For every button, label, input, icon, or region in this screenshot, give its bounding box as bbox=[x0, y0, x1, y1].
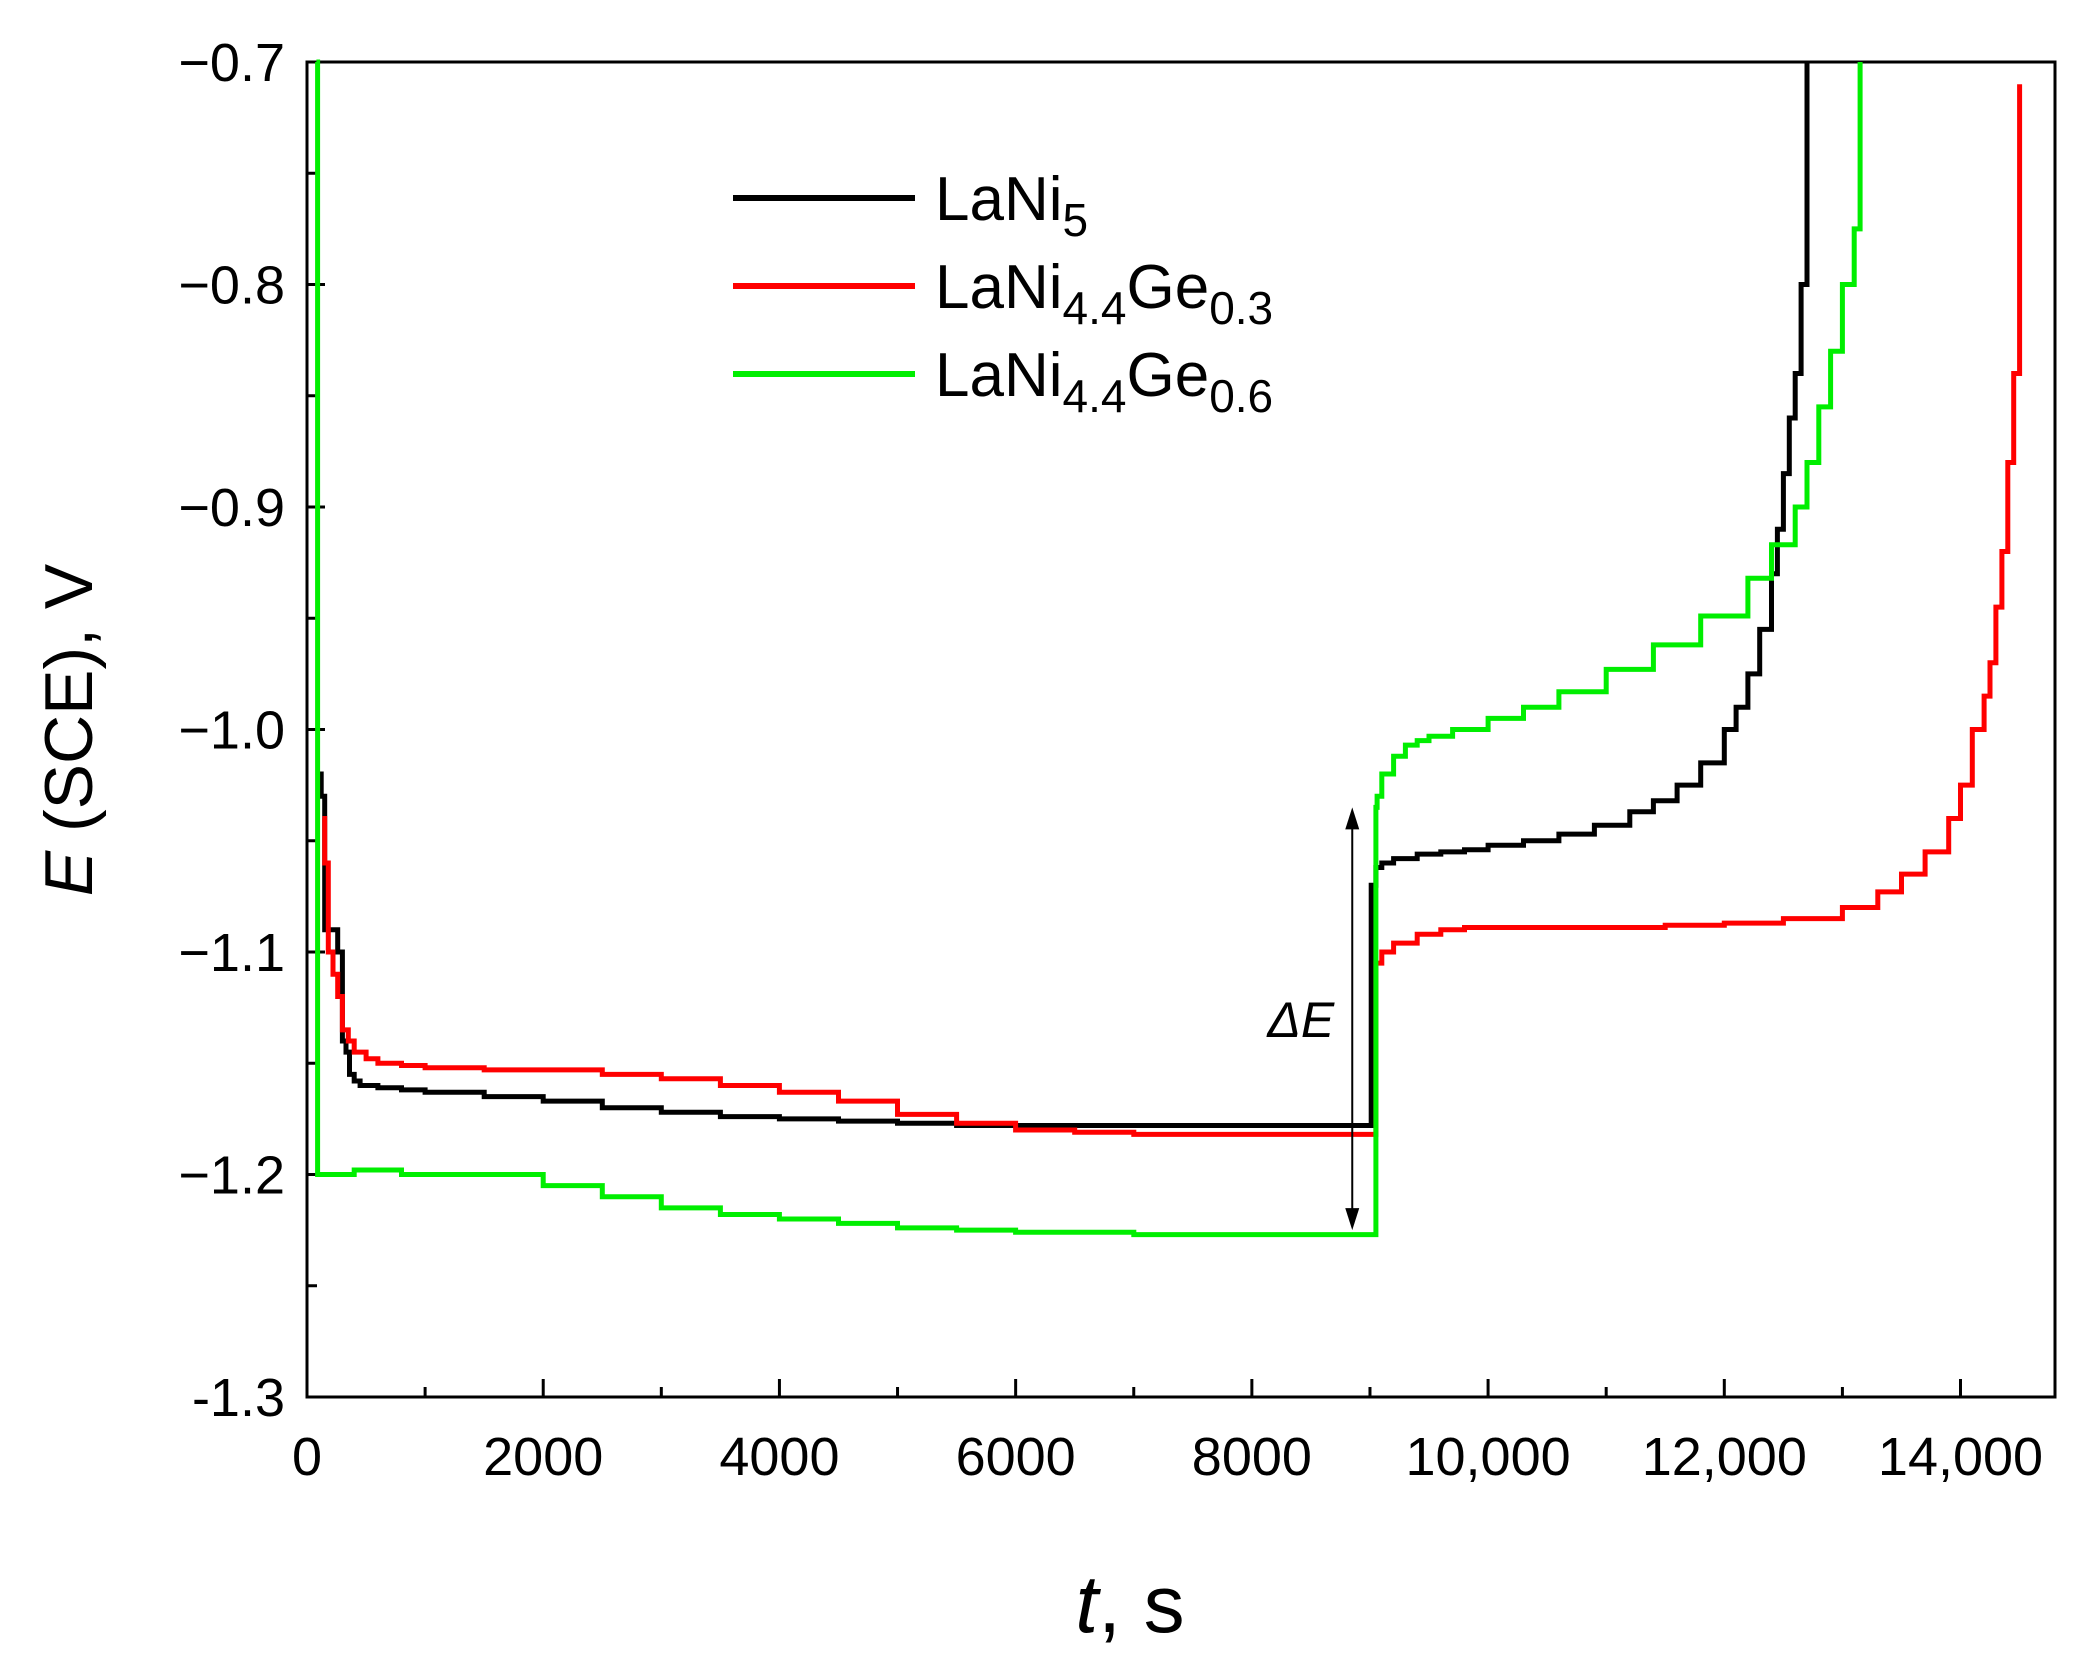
legend-label-subscript: 0.3 bbox=[1209, 282, 1273, 334]
legend-label-subscript: 0.6 bbox=[1209, 370, 1273, 422]
legend-label: LaNi4.4Ge0.3 bbox=[935, 253, 1273, 334]
legend-label-element: Ge bbox=[1126, 341, 1209, 410]
legend-label-subscript: 5 bbox=[1063, 194, 1089, 246]
x-tick-label: 14,000 bbox=[1878, 1427, 2043, 1487]
x-axis-title-italic: t bbox=[1075, 1559, 1101, 1650]
y-tick-label: −0.7 bbox=[178, 33, 285, 93]
series-line-lani4-4ge0-3 bbox=[322, 84, 2023, 1137]
y-tick-label: -1.3 bbox=[192, 1368, 285, 1428]
y-axis-title-italic: E bbox=[31, 850, 107, 896]
delta-e-arrow-head-top bbox=[1345, 807, 1360, 830]
legend-label-main: LaNi bbox=[935, 253, 1063, 322]
x-tick-label: 0 bbox=[292, 1427, 322, 1487]
y-tick-label: −0.8 bbox=[178, 256, 285, 316]
y-tick-label: −0.9 bbox=[178, 478, 285, 538]
y-tick-label: −1.2 bbox=[178, 1146, 285, 1206]
legend-label-main: LaNi bbox=[935, 341, 1063, 410]
legend-label-element: Ge bbox=[1126, 253, 1209, 322]
series-lines-group bbox=[315, 59, 2023, 1238]
y-tick-label: −1.0 bbox=[178, 701, 285, 761]
legend-label-main: LaNi bbox=[935, 165, 1063, 234]
x-tick-label: 8000 bbox=[1192, 1427, 1312, 1487]
x-axis-title-rest: , s bbox=[1098, 1559, 1185, 1650]
x-tick-label: 10,000 bbox=[1405, 1427, 1570, 1487]
series-line-lani5 bbox=[318, 62, 1810, 1128]
x-tick-label: 6000 bbox=[956, 1427, 1076, 1487]
y-axis-title: E (SCE), V bbox=[31, 563, 107, 896]
y-axis-title-rest: (SCE), V bbox=[31, 563, 107, 851]
x-tick-label: 2000 bbox=[483, 1427, 603, 1487]
delta-e-arrow-head-bottom bbox=[1345, 1208, 1360, 1231]
legend-label-subscript: 4.4 bbox=[1063, 282, 1127, 334]
delta-e-annotation: ΔE bbox=[1266, 807, 1360, 1231]
legend-label-subscript: 4.4 bbox=[1063, 370, 1127, 422]
x-tick-label: 12,000 bbox=[1642, 1427, 1807, 1487]
y-tick-label: −1.1 bbox=[178, 923, 285, 983]
delta-e-label: ΔE bbox=[1266, 992, 1335, 1048]
tick-labels-group: 0 2000 4000 6000 8000 10,000 12,000 14,000 −0.7 −… bbox=[178, 33, 2043, 1487]
legend-label: LaNi4.4Ge0.6 bbox=[935, 341, 1273, 422]
x-axis-title: t, s bbox=[1075, 1559, 1184, 1650]
legend-label: LaNi5 bbox=[935, 165, 1088, 246]
x-tick-label: 4000 bbox=[719, 1427, 839, 1487]
series-line-lani4-4ge0-6 bbox=[315, 59, 1863, 1238]
